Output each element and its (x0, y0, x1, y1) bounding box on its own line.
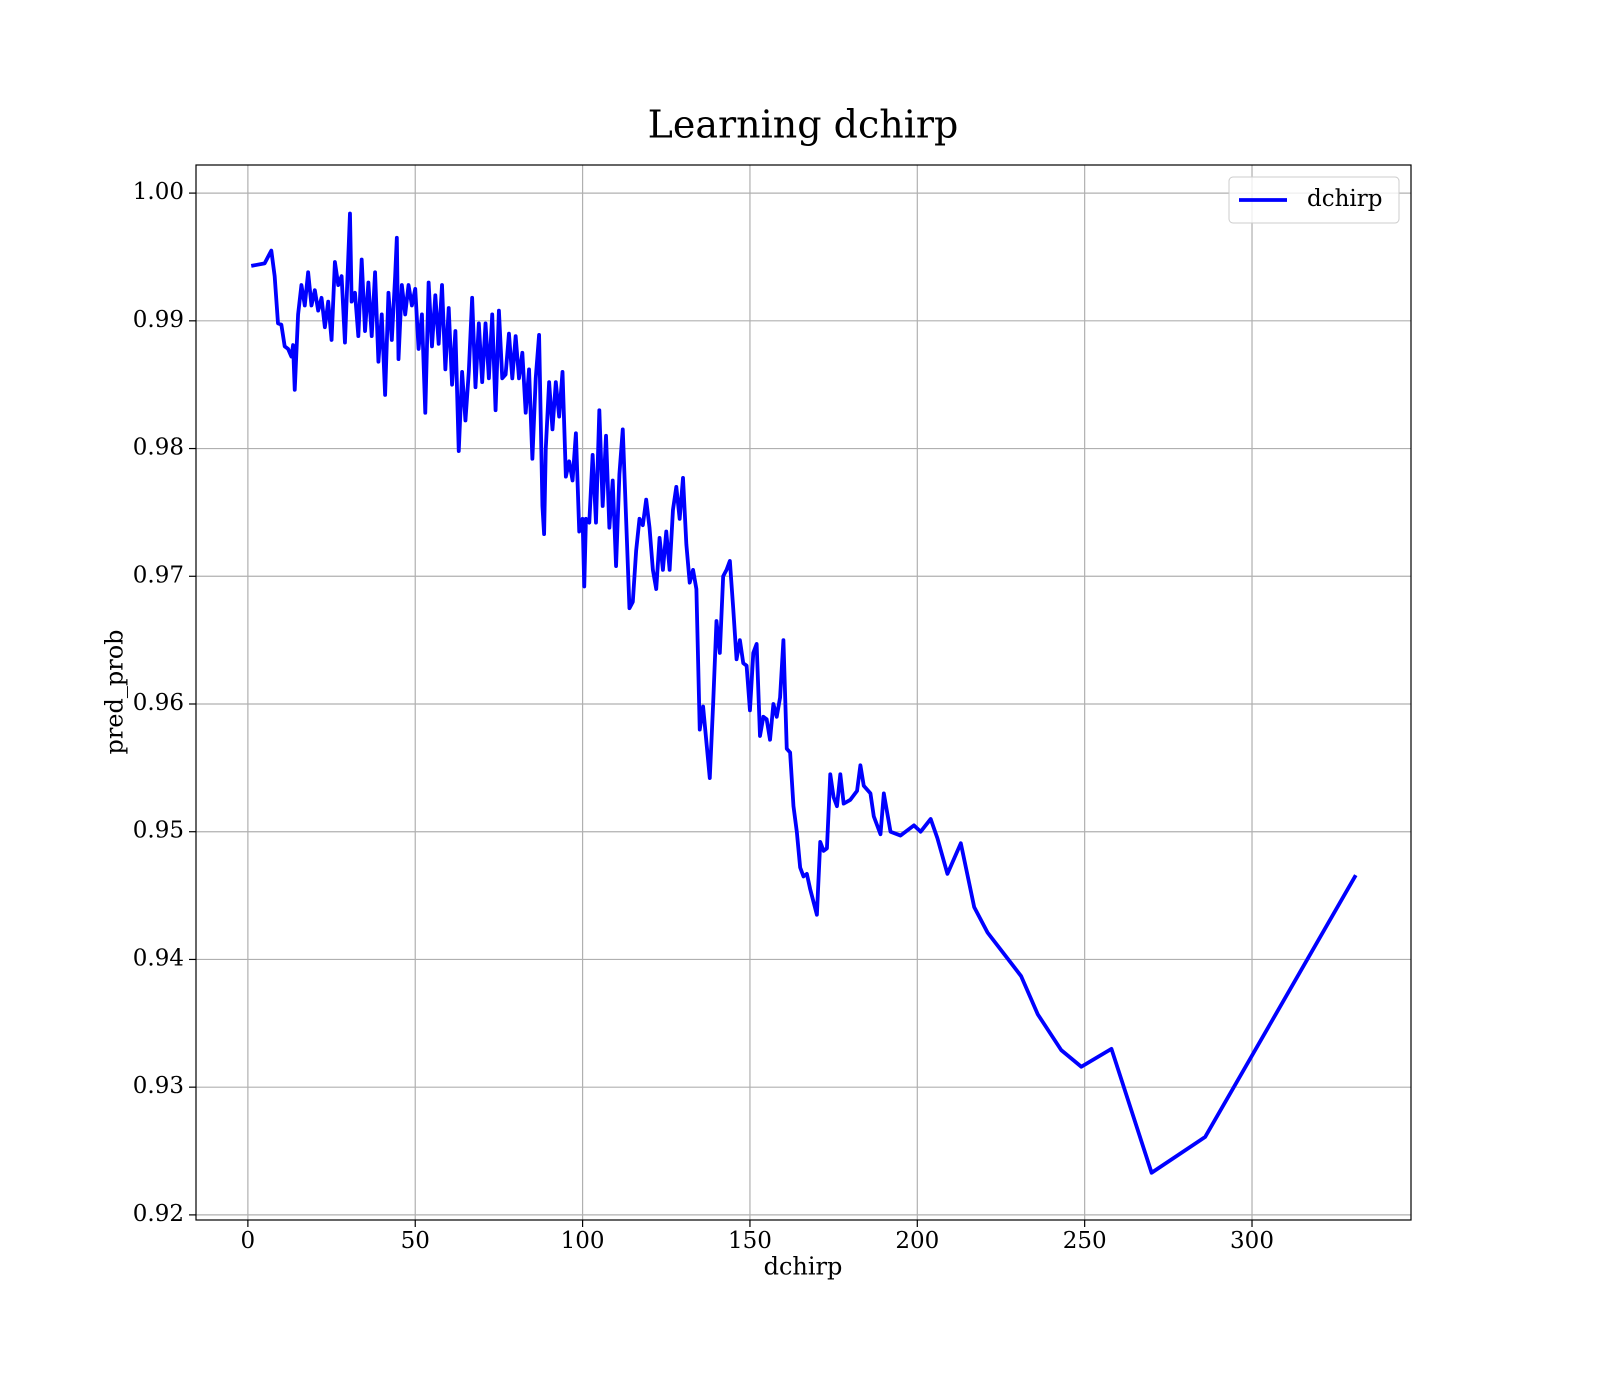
x-tick-label: 0 (241, 1228, 256, 1254)
data-line (250, 211, 1358, 1175)
x-axis-label: dchirp (764, 1253, 843, 1281)
y-tick-label: 0.94 (133, 945, 184, 971)
x-tick-label: 150 (728, 1228, 772, 1254)
plot-frame (195, 164, 1412, 1221)
legend-label: dchirp (1307, 186, 1383, 212)
y-tick-label: 0.95 (133, 818, 184, 844)
legend: dchirp (1228, 176, 1400, 224)
chart-title: Learning dchirp (648, 103, 959, 147)
x-tick-label: 250 (1063, 1228, 1107, 1254)
legend-box (1228, 176, 1400, 224)
y-axis-label: pred_prob (101, 629, 129, 754)
y-tick-label: 0.93 (133, 1073, 184, 1099)
x-tick-label: 50 (401, 1228, 430, 1254)
x-tick-label: 200 (895, 1228, 939, 1254)
y-tick-label: 0.98 (133, 435, 184, 461)
y-tick-label: 0.96 (133, 690, 184, 716)
y-tick-label: 0.99 (133, 307, 184, 333)
x-tick-label: 300 (1230, 1228, 1274, 1254)
x-tick-label: 100 (561, 1228, 605, 1254)
y-tick-label: 0.92 (133, 1201, 184, 1227)
y-tick-label: 0.97 (133, 562, 184, 588)
y-tick-label: 1.00 (133, 179, 184, 205)
